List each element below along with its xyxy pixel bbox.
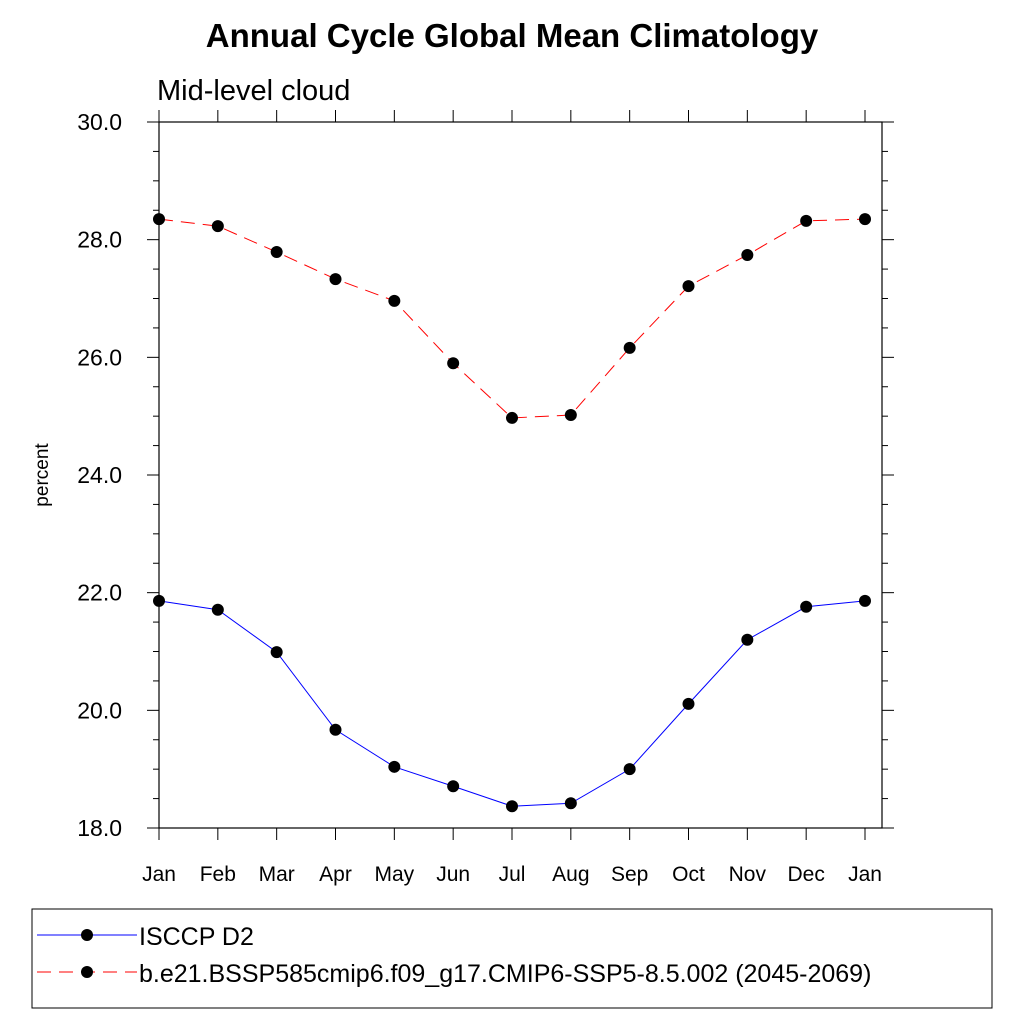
data-point (329, 273, 342, 286)
data-point (329, 723, 342, 736)
data-point (800, 600, 813, 613)
data-point (623, 341, 636, 354)
y-tick-label: 28.0 (77, 227, 122, 253)
data-point (388, 760, 401, 773)
chart-subtitle: Mid-level cloud (157, 75, 350, 107)
x-tick-label: Nov (729, 863, 767, 886)
plot-area (158, 121, 883, 829)
y-axis-label: percent (32, 443, 53, 507)
legend-marker (81, 929, 93, 941)
data-point (447, 780, 460, 793)
data-point (506, 800, 518, 813)
chart-title: Annual Cycle Global Mean Climatology (206, 17, 819, 54)
data-point (682, 697, 695, 710)
y-tick-label: 18.0 (77, 815, 122, 841)
x-tick-label: Jan (142, 863, 176, 886)
y-tick-label: 20.0 (77, 697, 122, 723)
y-tick-label: 26.0 (77, 344, 122, 370)
data-point (270, 246, 283, 259)
x-tick-label: Jun (436, 863, 470, 886)
data-point (859, 213, 871, 226)
legend-label: ISCCP D2 (139, 923, 254, 951)
y-tick-label: 22.0 (77, 580, 122, 606)
x-tick-label: May (374, 863, 414, 886)
data-point (623, 763, 636, 776)
x-tick-label: Feb (200, 863, 236, 886)
data-point (270, 646, 283, 659)
x-tick-label: Mar (259, 863, 295, 886)
x-tick-label: Apr (319, 863, 352, 886)
legend-label: b.e21.BSSP585cmip6.f09_g17.CMIP6-SSP5-8.… (139, 960, 871, 988)
data-point (859, 594, 871, 607)
data-point (741, 248, 754, 261)
data-point (153, 213, 165, 226)
legend-marker (81, 966, 93, 978)
y-tick-label: 24.0 (77, 462, 122, 488)
x-tick-label: Jul (499, 863, 526, 886)
data-point (153, 594, 165, 607)
data-point (741, 633, 754, 646)
data-point (564, 797, 577, 810)
data-point (211, 603, 224, 616)
data-point (800, 214, 813, 227)
data-point (564, 408, 577, 421)
series-line (158, 218, 866, 419)
x-tick-label: Dec (787, 863, 824, 886)
x-tick-label: Sep (611, 863, 648, 886)
data-point (211, 220, 224, 233)
data-point (447, 357, 460, 370)
data-point (388, 294, 401, 307)
y-tick-label: 30.0 (77, 109, 122, 135)
legend-box (31, 908, 993, 1009)
x-tick-label: Oct (672, 863, 705, 886)
series-line (158, 600, 866, 807)
data-point (682, 280, 695, 293)
x-tick-label: Jan (848, 863, 882, 886)
x-tick-label: Aug (552, 863, 589, 886)
legend: ISCCP D2 b.e21.BSSP585cmip6.f09_g17.CMIP6… (31, 908, 993, 1009)
data-point (506, 411, 518, 424)
